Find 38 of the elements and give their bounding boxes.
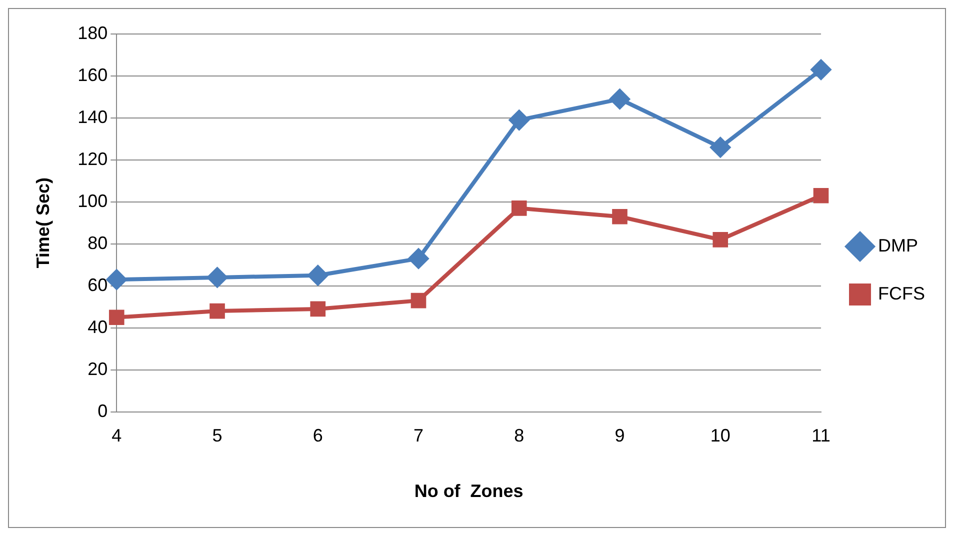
y-tick-label: 40	[88, 316, 108, 337]
point	[813, 188, 829, 204]
x-tick-label: 5	[212, 426, 222, 446]
x-tick-label: 9	[614, 426, 625, 446]
y-tick-label: 160	[78, 64, 108, 85]
point	[712, 232, 728, 248]
point	[509, 110, 530, 130]
point	[207, 267, 228, 288]
y-tick-label: 140	[78, 106, 108, 127]
y-tick-label: 60	[88, 274, 108, 295]
x-tick-label: 11	[812, 426, 830, 446]
point	[410, 292, 426, 308]
y-tick-label: 180	[78, 22, 108, 43]
point	[106, 270, 127, 290]
x-tick-label: 6	[312, 426, 323, 446]
x-tick-label: 8	[514, 426, 524, 446]
x-tick-label: 4	[112, 426, 122, 446]
point	[511, 200, 527, 216]
x-tick-label: 10	[710, 426, 730, 446]
y-tick-label: 120	[78, 148, 108, 169]
y-tick-label: 80	[88, 232, 108, 253]
point	[811, 60, 832, 80]
x-axis-title: No of Zones	[414, 481, 524, 502]
point	[612, 208, 628, 224]
x-tick-label: 7	[414, 426, 424, 446]
point	[710, 137, 730, 158]
y-tick-label: 100	[78, 190, 108, 211]
y-axis-title: Time( Sec)	[32, 178, 53, 268]
legend-label: DMP	[878, 235, 918, 256]
point	[308, 265, 328, 286]
y-tick-label: 0	[98, 400, 108, 421]
point	[408, 248, 429, 269]
y-tick-label: 20	[88, 358, 108, 379]
point	[610, 89, 630, 110]
legend-label: FCFS	[878, 283, 926, 304]
point	[210, 303, 225, 319]
point	[310, 301, 326, 317]
point	[108, 310, 124, 326]
